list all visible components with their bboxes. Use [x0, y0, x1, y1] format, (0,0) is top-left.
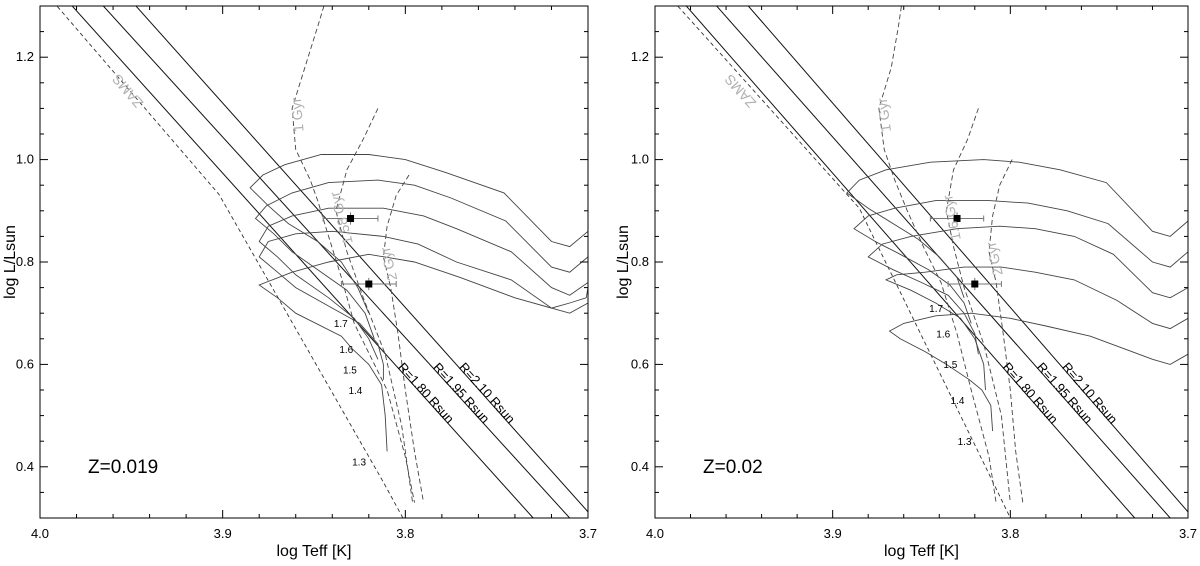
y-tick-label: 0.8 [16, 254, 34, 269]
isochrone-2 [945, 108, 1011, 503]
y-tick-label: 0.8 [631, 254, 649, 269]
chart-right-svg: 4.0 3.9 3.8 3.7 0.4 0.6 0.8 1.0 1.2 log Teff [K] l… [615, 5, 1197, 560]
zams-label: ZAMS [721, 71, 759, 111]
x-tick-label: 3.9 [214, 526, 232, 541]
radius-line-3 [135, 6, 588, 513]
obs-point-2 [365, 280, 373, 288]
obs-point-1 [953, 214, 961, 222]
evolution-track-1.5 [867, 225, 1188, 355]
y-tick-label: 1.0 [631, 152, 649, 167]
evolution-track-1.4 [258, 230, 588, 380]
zams-line [677, 6, 1011, 518]
x-axis-label: log Teff [K] [884, 543, 959, 560]
x-axis-label: log Teff [K] [276, 543, 351, 560]
x-tick-label: 4.0 [31, 526, 49, 541]
y-tick-label: 0.6 [16, 356, 34, 371]
y-tick-label: 1.2 [16, 49, 34, 64]
zams-label: ZAMS [109, 71, 146, 111]
radius-line-3 [747, 6, 1188, 513]
isochrone-label-3: 2 Gyr [982, 240, 1005, 277]
radius-line-2 [102, 6, 571, 518]
isochrone-3 [988, 159, 1024, 503]
y-axis-label: log L/Lsun [615, 225, 632, 299]
mass-label-1.3: 1.3 [958, 437, 972, 448]
x-tick-label: 3.8 [396, 526, 414, 541]
metallicity-label: Z=0.019 [88, 457, 158, 478]
mass-label-1.4: 1.4 [951, 396, 965, 407]
mass-label-1.5: 1.5 [943, 360, 957, 371]
y-tick-label: 0.6 [631, 356, 649, 371]
y-tick-label: 1.0 [16, 152, 34, 167]
isochrone-label-3: 2 Gyr [377, 245, 401, 282]
evolution-track-1.6 [254, 179, 588, 339]
chart-left-svg: 4.0 3.9 3.8 3.7 0.4 0.6 0.8 1.0 1.2 log Teff [K] l… [2, 5, 597, 560]
radius-line-1 [685, 6, 1136, 518]
evolution-track-1.4 [884, 266, 1188, 391]
evolution-track-1.3 [888, 312, 1188, 432]
x-tick-label: 4.0 [646, 526, 664, 541]
mass-label-1.6: 1.6 [936, 329, 950, 340]
obs-point-1 [347, 214, 355, 222]
mass-label-1.4: 1.4 [348, 386, 362, 397]
isochrone-label-1: 1 Gyr [288, 97, 307, 133]
evolution-track-1.7 [846, 159, 1188, 298]
isochrone-2 [335, 108, 414, 503]
mass-label-1.3: 1.3 [352, 457, 366, 468]
plot-area [677, 6, 1188, 518]
obs-point-2 [971, 280, 979, 288]
zams-line [56, 6, 404, 518]
evolution-track-1.5 [258, 207, 588, 360]
evolution-track-1.7 [249, 154, 588, 314]
radius-line-1 [71, 6, 534, 518]
isochrone-3 [382, 174, 425, 503]
hr-diagram-left: 4.0 3.9 3.8 3.7 0.4 0.6 0.8 1.0 1.2 log Teff [K] l… [2, 5, 597, 560]
plot-area [56, 6, 588, 518]
x-tick-label: 3.7 [579, 526, 597, 541]
y-axis-label: log L/Lsun [2, 225, 19, 299]
mass-label-1.7: 1.7 [929, 304, 943, 315]
mass-label-1.7: 1.7 [334, 319, 348, 330]
mass-label-1.6: 1.6 [339, 345, 353, 356]
x-tick-label: 3.8 [1001, 526, 1019, 541]
x-tick-label: 3.7 [1179, 526, 1197, 541]
evolution-track-1.6 [853, 200, 1188, 324]
isochrone-label-1: 1 Gyr [874, 97, 894, 133]
mass-label-1.5: 1.5 [343, 365, 357, 376]
radius-line-2 [715, 6, 1171, 518]
x-tick-label: 3.9 [824, 526, 842, 541]
y-tick-label: 0.4 [631, 459, 649, 474]
isochrone-1 [878, 6, 997, 503]
y-tick-label: 1.2 [631, 49, 649, 64]
metallicity-label: Z=0.02 [703, 457, 763, 478]
hr-diagram-right: 4.0 3.9 3.8 3.7 0.4 0.6 0.8 1.0 1.2 log Teff [K] l… [600, 0, 1200, 566]
isochrone-1 [291, 6, 415, 503]
y-tick-label: 0.4 [16, 459, 34, 474]
